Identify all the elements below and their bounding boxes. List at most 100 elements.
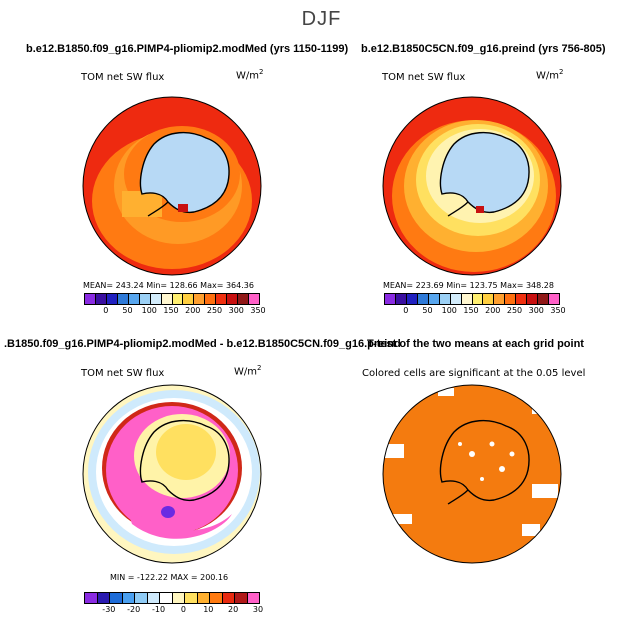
panel-3-stats: MIN = -122.22 MAX = 200.16 [110,573,229,582]
colorbar-tick-label: 100 [141,306,157,315]
colorbar-tick-label: 20 [228,605,239,614]
panel-1-stats: MEAN= 243.24 Min= 128.66 Max= 364.36 [83,281,254,290]
antarctica-land [139,131,230,214]
panel-1-units: W/m2 [236,68,264,82]
panel-3-title: .B1850.f09_g16.PIMP4-pliomip2.modMed - b… [4,338,401,350]
panel-1-title: b.e12.B1850.f09_g16.PIMP4-pliomip2.modMe… [26,43,349,55]
colorbar-swatch [417,294,429,304]
colorbar-tick-label: 0 [103,306,109,315]
nonsig-speck [499,466,505,472]
colorbar-swatch [97,593,110,603]
colorbar-tick-label: 250 [506,306,523,315]
panel-2-title: b.e12.B1850C5CN.f09_g16.preind (yrs 756-… [361,43,606,55]
field-negative-blob [161,506,175,518]
colorbar-swatch [527,294,539,304]
nonsig-speck [469,451,475,457]
colorbar-swatch [183,294,195,304]
panel-2-map [382,96,562,276]
colorbar-swatch [172,593,185,603]
colorbar-swatch [110,593,123,603]
colorbar-swatch [227,294,239,304]
colorbar-swatch [494,294,506,304]
colorbar-swatch [122,593,135,603]
colorbar-tick-label: -20 [127,605,141,614]
colorbar-swatch [249,294,259,304]
colorbar-swatch [161,294,173,304]
field-tail [122,494,232,539]
antarctic-peninsula [447,201,469,217]
panel-3-variable: TOM net SW flux [81,368,165,379]
panel-3-colorbar [84,592,260,604]
colorbar-tick-label: 150 [463,306,479,315]
colorbar-swatch [472,294,484,304]
panel-4-title: T-test of the two means at each grid poi… [367,338,584,350]
antarctica-land [439,131,530,214]
nonsig-patch [532,484,558,498]
nonsig-patch [522,524,540,536]
colorbar-tick-label: 50 [422,306,433,315]
colorbar-tick-label: 30 [252,605,264,614]
colorbar-swatch [222,593,235,603]
nonsig-patch [438,388,454,396]
panel-2-colorbar-labels: 0 50 100 150 200 250 300 350 [384,306,565,316]
antarctica-land [139,419,230,502]
colorbar-swatch [406,294,418,304]
colorbar-swatch [247,593,259,603]
colorbar-swatch [505,294,517,304]
panel-2-variable: TOM net SW flux [382,72,466,83]
colorbar-swatch [85,294,96,304]
panel-1-colorbar-labels: 0 50 100 150 200 250 300 350 [84,306,265,316]
colorbar-tick-label: 0 [403,306,409,315]
colorbar-swatch [117,294,129,304]
nonsig-speck [458,442,462,446]
colorbar-tick-label: 0 [180,605,186,614]
colorbar-tick-label: 250 [206,306,223,315]
colorbar-tick-label: 100 [441,306,457,315]
panel-3-map [82,384,262,564]
field-hotspot [476,206,484,213]
colorbar-swatch [95,294,107,304]
colorbar-tick-label: 50 [122,306,133,315]
field-core-inner [156,424,216,480]
colorbar-swatch [538,294,550,304]
panel-1-variable: TOM net SW flux [81,72,165,83]
colorbar-tick-label: 350 [550,306,566,315]
colorbar-swatch [385,294,396,304]
panel-3-colorbar-labels: -30 -20 -10 0 10 20 30 [84,605,263,615]
colorbar-tick-label: 300 [228,306,244,315]
nonsig-speck [480,477,484,481]
antarctic-peninsula [147,201,169,217]
colorbar-swatch [395,294,407,304]
panel-4-subtitle: Colored cells are significant at the 0.0… [362,368,586,379]
colorbar-swatch [461,294,473,304]
panel-2-stats: MEAN= 223.69 Min= 123.75 Max= 348.28 [383,281,554,290]
colorbar-swatch [135,593,148,603]
colorbar-swatch [185,593,198,603]
panel-3-units: W/m2 [234,364,262,378]
antarctica-land [439,419,530,502]
figure-title: DJF [301,8,342,30]
colorbar-swatch [197,593,210,603]
colorbar-swatch [216,294,228,304]
colorbar-swatch [483,294,495,304]
colorbar-swatch [235,593,248,603]
colorbar-swatch [128,294,140,304]
nonsig-patch [532,404,554,414]
colorbar-swatch [85,593,98,603]
colorbar-tick-label: 200 [185,306,201,315]
nonsig-speck [489,441,495,447]
panel-2-units: W/m2 [536,68,564,82]
colorbar-tick-label: 200 [485,306,501,315]
colorbar-swatch [147,593,160,603]
colorbar-tick-label: 10 [203,605,214,614]
nonsig-patch [383,444,404,458]
colorbar-swatch [205,294,217,304]
colorbar-swatch [238,294,250,304]
colorbar-swatch [194,294,206,304]
colorbar-swatch [150,294,162,304]
colorbar-tick-label: 350 [250,306,266,315]
colorbar-swatch [549,294,559,304]
colorbar-swatch [139,294,151,304]
panel-2-colorbar [384,293,560,305]
colorbar-swatch [172,294,184,304]
